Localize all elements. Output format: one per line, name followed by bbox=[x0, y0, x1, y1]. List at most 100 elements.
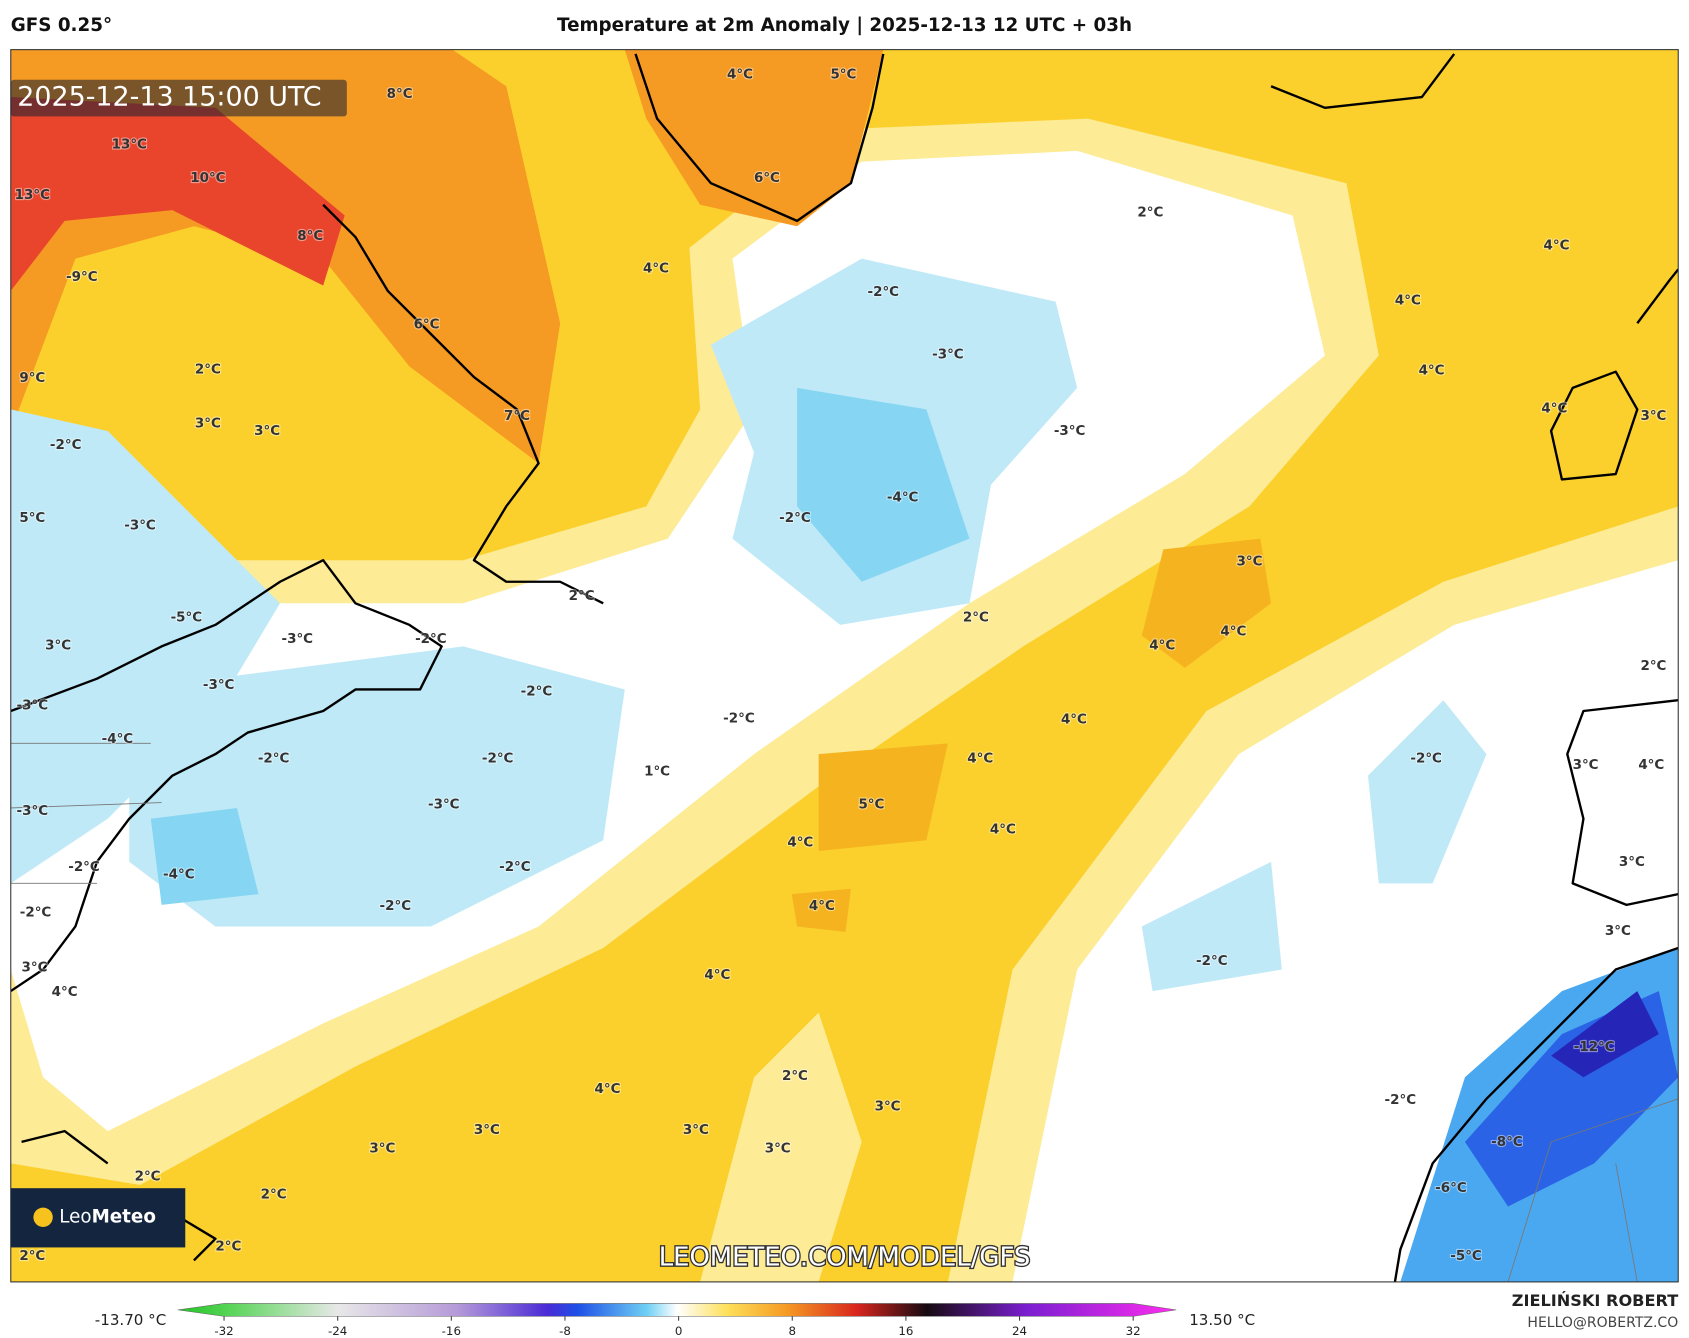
contour-label: -2°C bbox=[68, 860, 100, 875]
contour-label: -3°C bbox=[1054, 424, 1086, 439]
contour-label: 4°C bbox=[809, 899, 835, 914]
contour-label: 2°C bbox=[1137, 205, 1163, 220]
logo: LeoMeteo bbox=[59, 1206, 156, 1227]
author: ZIELIŃSKI ROBERT bbox=[1512, 1291, 1678, 1310]
contour-label: 4°C bbox=[1638, 758, 1664, 773]
contour-label: 4°C bbox=[967, 751, 993, 766]
contour-label: -9°C bbox=[66, 270, 98, 285]
contour-label: 3°C bbox=[765, 1141, 791, 1156]
contour-label: 3°C bbox=[195, 416, 221, 431]
contour-label: 3°C bbox=[1573, 758, 1599, 773]
contour-label: -8°C bbox=[1491, 1135, 1523, 1150]
contour-label: -4°C bbox=[887, 491, 919, 506]
contour-label: 3°C bbox=[21, 960, 47, 975]
map: 8°C 4°C 5°C 13°C 10°C 13°C 6°C 8°C 2°C 4°C -9°C -2°… bbox=[10, 49, 1679, 1282]
coastline bbox=[634, 53, 885, 223]
contour-label: -3°C bbox=[282, 632, 314, 647]
contour-label: -3°C bbox=[428, 798, 460, 813]
contour-label: 3°C bbox=[369, 1141, 395, 1156]
contour-label: 4°C bbox=[643, 261, 669, 276]
contour-label: -3°C bbox=[17, 804, 49, 819]
contour-label: 3°C bbox=[1605, 924, 1631, 939]
contour-label: 4°C bbox=[990, 822, 1016, 837]
colorbar-tick-label: 16 bbox=[898, 1324, 913, 1338]
colorbar bbox=[177, 1303, 1177, 1317]
contour-label: -2°C bbox=[258, 751, 290, 766]
model-name: GFS 0.25° bbox=[11, 15, 112, 36]
contour-label: 1°C bbox=[644, 764, 670, 779]
contour-label: -2°C bbox=[482, 751, 514, 766]
border-line bbox=[10, 742, 1679, 1282]
cold-zone bbox=[150, 387, 970, 905]
contour-label: -3°C bbox=[17, 699, 49, 714]
contour-label: -4°C bbox=[163, 868, 195, 883]
contour-label: -3°C bbox=[124, 519, 156, 534]
contour-label: 3°C bbox=[1619, 855, 1645, 870]
contour-label: 4°C bbox=[1149, 638, 1175, 653]
contour-label: 4°C bbox=[52, 985, 78, 1000]
colorbar-tick-label: 8 bbox=[788, 1324, 796, 1338]
contour-label: 2°C bbox=[135, 1169, 161, 1184]
contour-label: 9°C bbox=[19, 371, 45, 386]
contour-label: 4°C bbox=[1544, 239, 1570, 254]
contour-label: -2°C bbox=[779, 511, 811, 526]
contour-label: 2°C bbox=[195, 363, 221, 378]
contour-label: -5°C bbox=[1450, 1249, 1482, 1264]
contour-label: 4°C bbox=[1061, 713, 1087, 728]
contour-label: -2°C bbox=[1196, 954, 1228, 969]
warm-zone bbox=[1141, 538, 1272, 668]
contour-label: -2°C bbox=[723, 712, 755, 727]
contour-label: -2°C bbox=[380, 899, 412, 914]
contour-label: 4°C bbox=[704, 968, 730, 983]
contour-label: 4°C bbox=[1220, 624, 1246, 639]
colorbar-tick-label: -8 bbox=[559, 1324, 571, 1338]
contour-label: -6°C bbox=[1435, 1181, 1467, 1196]
contour-label: 13°C bbox=[15, 188, 50, 203]
contour-label: 2°C bbox=[19, 1249, 45, 1264]
timestamp-box bbox=[10, 79, 347, 117]
contour-label: 4°C bbox=[1419, 364, 1445, 379]
colorbar-ticks: -32 -24 -16 -8 0 8 16 24 32 bbox=[214, 1316, 1141, 1338]
pale-band bbox=[700, 1012, 862, 1282]
contour-label: 5°C bbox=[858, 798, 884, 813]
logo-text: Meteo bbox=[92, 1206, 156, 1227]
contour-label: 3°C bbox=[1640, 409, 1666, 424]
contour-label: -2°C bbox=[868, 285, 900, 300]
coastline bbox=[322, 203, 604, 605]
contour-label: 6°C bbox=[414, 317, 440, 332]
logo-sun bbox=[33, 1207, 53, 1227]
contour-label: -2°C bbox=[1385, 1093, 1417, 1108]
cool-zone bbox=[129, 646, 625, 927]
contour-label: -4°C bbox=[102, 732, 134, 747]
contour-label: 4°C bbox=[787, 835, 813, 850]
contour-label: -2°C bbox=[20, 905, 52, 920]
watermark: LEOMETEO.COM/MODEL/GFS bbox=[659, 1243, 1031, 1273]
colorbar-tick-label: 32 bbox=[1126, 1324, 1141, 1338]
colorbar-tick-label: -16 bbox=[442, 1324, 461, 1338]
contour-label: 3°C bbox=[474, 1123, 500, 1138]
contour-label: 5°C bbox=[830, 67, 856, 82]
very-cold-zone bbox=[1551, 991, 1659, 1078]
contour-label: 3°C bbox=[1237, 554, 1263, 569]
warm-zone bbox=[624, 49, 884, 227]
coastline bbox=[1270, 53, 1456, 109]
map-title: Temperature at 2m Anomaly | 2025-12-13 1… bbox=[557, 15, 1132, 36]
colorbar-tick-label: 0 bbox=[675, 1324, 683, 1338]
colorbar-tick-label: 24 bbox=[1012, 1324, 1027, 1338]
contour-label: 5°C bbox=[19, 511, 45, 526]
contour-label: 2°C bbox=[963, 610, 989, 625]
contour-label: -3°C bbox=[203, 678, 235, 693]
contour-label: 3°C bbox=[683, 1123, 709, 1138]
colorbar-tick-label: -32 bbox=[214, 1324, 233, 1338]
contour-label: 10°C bbox=[190, 171, 225, 186]
contour-label: 4°C bbox=[1395, 294, 1421, 309]
contour-labels: 8°C 4°C 5°C 13°C 10°C 13°C 6°C 8°C 2°C 4°C -9°C -2°… bbox=[14, 66, 1668, 1265]
timestamp: 2025-12-13 15:00 UTC bbox=[17, 82, 321, 113]
contour-label: -2°C bbox=[50, 438, 82, 453]
contour-label: -5°C bbox=[171, 610, 203, 625]
contour-label: 8°C bbox=[387, 87, 413, 102]
contour-label: 4°C bbox=[727, 67, 753, 82]
coastline bbox=[1566, 699, 1679, 907]
contour-label: -12°C bbox=[1574, 1040, 1615, 1055]
